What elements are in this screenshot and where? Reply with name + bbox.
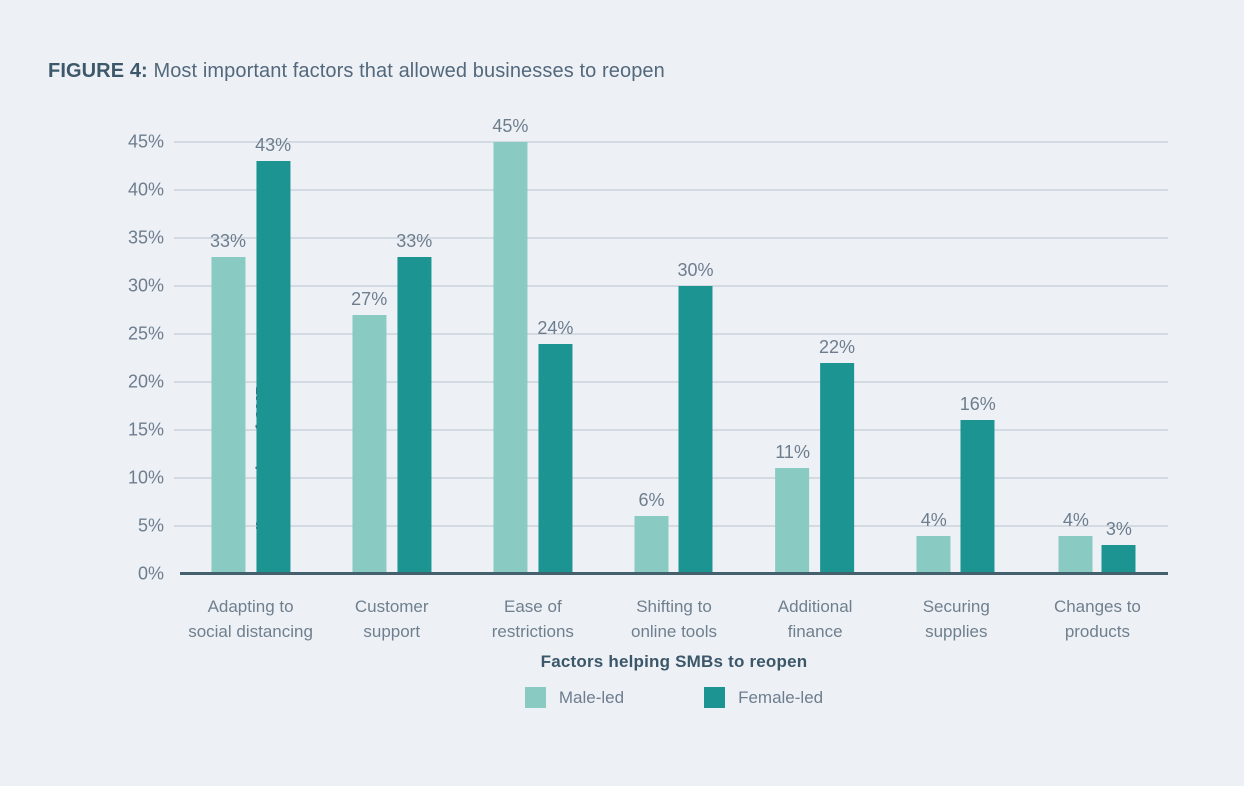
bar-col-female-led: 43% xyxy=(255,135,291,574)
x-axis-title: Factors helping SMBs to reopen xyxy=(540,652,808,671)
bar-value-label: 27% xyxy=(351,288,388,309)
bar-groups: 33% 43% Adapting to social distancing 27% 33… xyxy=(180,94,1168,641)
bar-female-led xyxy=(397,257,432,574)
legend-swatch-male-led xyxy=(524,687,546,708)
bar-col-male-led: 27% xyxy=(351,289,387,574)
bar-group-changes-to: 4% 3% Changes to products xyxy=(1027,94,1168,641)
y-tick-label-30: 30% xyxy=(127,275,164,296)
bar-value-label: 11% xyxy=(775,442,810,463)
bar-pair: 33% 43% xyxy=(210,135,291,574)
gridline-30 xyxy=(174,285,1168,287)
bar-col-female-led: 22% xyxy=(819,337,855,574)
gridline-5 xyxy=(174,525,1168,527)
x-category-label: Ease of restrictions xyxy=(491,597,574,641)
bar-col-female-led: 3% xyxy=(1101,519,1136,574)
bar-male-led xyxy=(352,314,387,574)
x-category-label: Adapting to social distancing xyxy=(188,597,313,641)
bar-value-label: 4% xyxy=(920,509,947,530)
bar-pair: 4% 16% xyxy=(916,394,996,574)
bar-female-led xyxy=(256,161,291,574)
bar-group-adapting-to: 33% 43% Adapting to social distancing xyxy=(180,94,321,640)
legend-item-male-led: Male-led xyxy=(524,687,625,708)
figure-caption: Most important factors that allowed busi… xyxy=(147,60,665,82)
figure-label: FIGURE 4: xyxy=(48,60,148,82)
legend-label: Female-led xyxy=(738,687,824,707)
gridline-10 xyxy=(174,477,1168,479)
bar-value-label: 6% xyxy=(638,490,665,511)
bar-group-ease-of: 45% 24% Ease of restrictions xyxy=(462,94,603,641)
bar-male-led xyxy=(493,142,528,574)
bar-male-led xyxy=(1058,535,1093,574)
bar-pair: 11% 22% xyxy=(775,337,855,574)
bar-group-shifting-to: 6% 30% Shifting to online tools xyxy=(603,94,744,641)
bar-value-label: 45% xyxy=(492,116,529,136)
gridline-15 xyxy=(174,429,1168,431)
bar-value-label: 4% xyxy=(1062,509,1089,530)
legend-label: Male-led xyxy=(558,687,625,707)
x-category-label: Additional finance xyxy=(777,597,853,641)
x-category-label: Shifting to online tools xyxy=(630,597,717,641)
bar-value-label: 33% xyxy=(396,231,433,252)
bar-group-customer: 27% 33% Customer support xyxy=(321,94,462,640)
y-tick-label-0: 0% xyxy=(137,563,164,584)
bar-col-male-led: 33% xyxy=(210,231,246,574)
x-category-label: Securing supplies xyxy=(922,597,990,641)
gridline-25 xyxy=(174,333,1168,335)
gridline-45 xyxy=(174,141,1168,143)
bar-group-securing: 4% 16% Securing supplies xyxy=(886,94,1027,641)
x-category-label: Customer support xyxy=(354,597,429,641)
bar-pair: 4% 3% xyxy=(1058,509,1136,574)
legend-item-female-led: Female-led xyxy=(704,687,823,708)
y-tick-label-15: 15% xyxy=(127,419,164,440)
bar-value-label: 30% xyxy=(677,260,714,280)
bar-col-male-led: 11% xyxy=(775,442,810,574)
bar-male-led xyxy=(916,535,951,574)
y-tick-label-20: 20% xyxy=(127,371,164,392)
bar-female-led xyxy=(819,362,854,574)
y-tick-label-10: 10% xyxy=(127,467,164,488)
x-axis-line xyxy=(180,572,1168,575)
bar-col-male-led: 6% xyxy=(634,490,669,574)
bar-female-led xyxy=(678,286,713,574)
bar-group-additional: 11% 22% Additional finance xyxy=(745,94,886,641)
bar-col-male-led: 45% xyxy=(492,116,528,574)
gridline-40 xyxy=(174,189,1168,191)
bar-value-label: 3% xyxy=(1105,519,1132,540)
bar-female-led xyxy=(538,343,573,574)
bar-value-label: 33% xyxy=(210,231,247,252)
bar-value-label: 43% xyxy=(255,135,292,156)
bar-col-female-led: 24% xyxy=(537,318,573,574)
bar-col-female-led: 16% xyxy=(960,394,996,574)
x-category-label: Changes to products xyxy=(1053,597,1141,641)
gridline-35 xyxy=(174,237,1168,239)
y-tick-label-35: 35% xyxy=(127,227,164,248)
bar-col-male-led: 4% xyxy=(1058,509,1093,574)
bar-value-label: 16% xyxy=(959,394,996,415)
bar-male-led xyxy=(634,516,669,574)
plot-area: Proportion of SMBs Factors helping SMBs … xyxy=(128,94,1168,708)
bar-female-led xyxy=(960,420,995,574)
bar-col-female-led: 30% xyxy=(677,260,714,574)
y-tick-label-40: 40% xyxy=(127,179,164,200)
bar-pair: 45% 24% xyxy=(492,116,573,574)
legend-swatch-female-led xyxy=(704,687,726,708)
y-tick-label-5: 5% xyxy=(137,515,164,536)
figure-title: FIGURE 4: Most important factors that al… xyxy=(48,60,665,83)
bar-col-male-led: 4% xyxy=(916,509,951,574)
bar-value-label: 22% xyxy=(818,336,855,357)
y-tick-label-45: 45% xyxy=(127,131,164,152)
bar-female-led xyxy=(1101,545,1136,574)
gridline-20 xyxy=(174,381,1168,383)
bar-col-female-led: 33% xyxy=(396,231,432,574)
bar-value-label: 24% xyxy=(537,317,574,338)
bar-male-led xyxy=(211,257,246,574)
bar-pair: 6% 30% xyxy=(634,260,714,574)
y-tick-label-25: 25% xyxy=(127,323,164,344)
bar-pair: 27% 33% xyxy=(351,231,432,574)
legend: Male-led Female-led xyxy=(180,687,1168,708)
bar-male-led xyxy=(775,468,810,574)
